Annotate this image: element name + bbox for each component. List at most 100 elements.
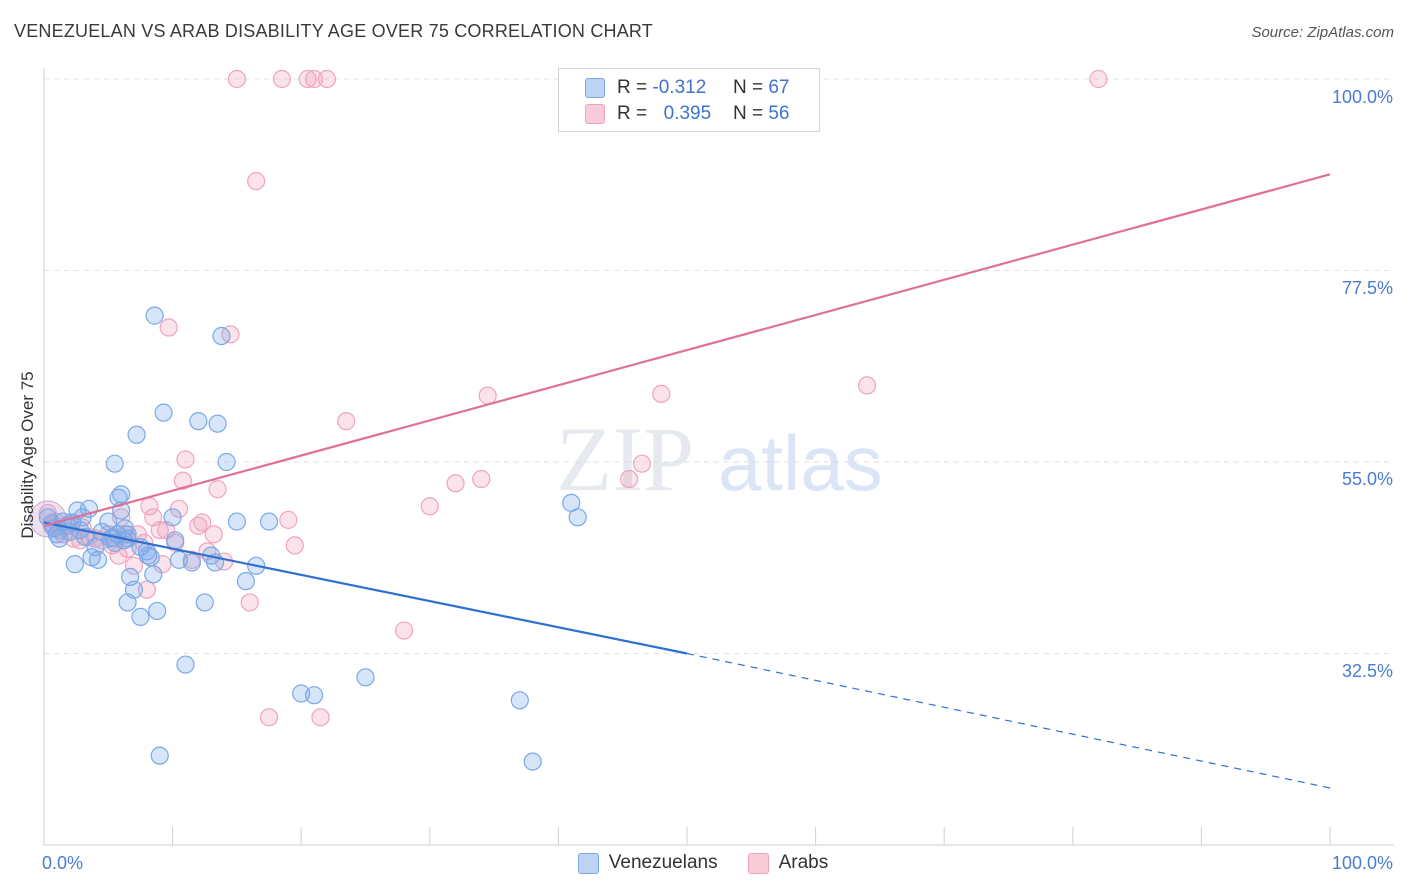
r-value: -0.312 bbox=[652, 77, 707, 98]
arab-point bbox=[279, 510, 298, 529]
venezuelan-point bbox=[166, 531, 185, 550]
arab-point bbox=[259, 708, 279, 727]
arabs-trend-line bbox=[43, 173, 1331, 527]
watermark-zip: ZIP bbox=[556, 408, 694, 510]
venezuelan-point bbox=[356, 668, 375, 687]
venezuelan-point bbox=[148, 601, 167, 621]
venezuelans-trend-line bbox=[43, 521, 688, 655]
venezuelan-point bbox=[145, 306, 164, 325]
venezuelan-point bbox=[523, 752, 542, 771]
venezuelan-point bbox=[212, 326, 231, 346]
arabs-swatch bbox=[585, 104, 605, 124]
n-value: 56 bbox=[768, 103, 790, 124]
y-tick-label: 77.5% bbox=[1341, 278, 1393, 298]
y-axis-label: Disability Age Over 75 bbox=[18, 371, 37, 539]
arab-point bbox=[337, 412, 356, 431]
arab-point bbox=[446, 474, 465, 493]
arab-point bbox=[247, 172, 266, 191]
arab-point bbox=[304, 69, 324, 89]
venezuelans-points bbox=[38, 306, 587, 771]
arab-point bbox=[285, 536, 304, 555]
arab-point bbox=[173, 471, 192, 490]
venezuelan-point bbox=[150, 746, 169, 765]
venezuelan-point bbox=[195, 593, 214, 612]
legend-row-venezuelans: R = -0.312 N = 67 bbox=[585, 76, 789, 100]
venezuelan-point bbox=[105, 454, 124, 473]
r-label: R = bbox=[617, 77, 648, 98]
venezuelan-point bbox=[304, 686, 324, 705]
venezuelans-swatch bbox=[585, 78, 605, 98]
arab-point bbox=[298, 69, 317, 89]
arab-point bbox=[632, 454, 652, 473]
arab-point bbox=[124, 556, 144, 575]
venezuelan-point bbox=[121, 567, 140, 587]
arab-point bbox=[153, 555, 172, 574]
axes bbox=[43, 68, 1394, 846]
arab-point bbox=[193, 513, 212, 532]
venezuelan-point bbox=[139, 546, 158, 565]
venezuelan-point bbox=[154, 403, 173, 422]
venezuelan-point bbox=[510, 691, 529, 710]
y-tick-label: 55.0% bbox=[1341, 469, 1393, 489]
source-label: Source: ZipAtlas.com bbox=[1251, 24, 1394, 41]
venezuelan-point bbox=[131, 607, 150, 627]
y-tick-label: 100.0% bbox=[1331, 87, 1393, 107]
r-label: R = bbox=[617, 103, 648, 124]
arab-point bbox=[137, 580, 156, 599]
venezuelan-point bbox=[127, 425, 146, 444]
n-label: N = bbox=[732, 103, 764, 124]
venezuelan-point bbox=[182, 553, 201, 572]
arab-point bbox=[652, 384, 671, 404]
venezuelan-point bbox=[112, 485, 131, 504]
chart-title: VENEZUELAN VS ARAB DISABILITY AGE OVER 7… bbox=[14, 21, 653, 41]
arabs-legend-label: Arabs bbox=[778, 852, 829, 873]
n-value: 67 bbox=[768, 77, 790, 98]
arab-point bbox=[272, 69, 292, 89]
venezuelan-point bbox=[568, 508, 587, 527]
watermark: ZIP atlas bbox=[556, 408, 883, 510]
venezuelan-point bbox=[144, 565, 163, 584]
venezuelan-point bbox=[65, 555, 84, 574]
arab-point bbox=[208, 480, 227, 499]
arab-point bbox=[311, 708, 330, 727]
arab-point bbox=[420, 497, 439, 516]
arab-point bbox=[317, 69, 337, 89]
venezuelan-point bbox=[227, 512, 246, 531]
venezuelan-point bbox=[236, 572, 256, 591]
arab-point bbox=[221, 325, 240, 344]
bottom-legend: Venezuelans Arabs bbox=[0, 852, 1406, 874]
venezuelans-legend-swatch bbox=[577, 852, 599, 874]
arab-point bbox=[1089, 69, 1108, 89]
arabs-points bbox=[29, 69, 1108, 727]
arab-point bbox=[159, 318, 178, 337]
y-tick-label: 32.5% bbox=[1341, 661, 1393, 681]
arab-point bbox=[227, 69, 246, 89]
arab-point bbox=[150, 520, 169, 540]
r-value: 0.395 bbox=[663, 103, 712, 124]
legend-row-arabs: R = 0.395 N = 56 bbox=[585, 102, 789, 126]
arab-point bbox=[204, 525, 223, 544]
arab-point bbox=[176, 450, 195, 469]
arab-point bbox=[620, 469, 639, 489]
x-tick-label-min: 0.0% bbox=[42, 853, 84, 873]
stats-legend: R = -0.312 N = 67 R = 0.395 N = 56 bbox=[558, 68, 820, 132]
grid-lines bbox=[44, 78, 1394, 654]
venezuelan-point bbox=[189, 412, 208, 431]
legend-item-venezuelans: Venezuelans bbox=[577, 852, 718, 874]
venezuelans-trend-extension bbox=[686, 652, 1331, 789]
trend-lines bbox=[43, 173, 1331, 789]
venezuelans-legend-label: Venezuelans bbox=[608, 852, 718, 873]
venezuelan-point bbox=[176, 655, 195, 674]
n-label: N = bbox=[732, 77, 764, 98]
arab-point bbox=[857, 376, 877, 395]
arab-point bbox=[394, 621, 414, 640]
arab-point bbox=[472, 469, 491, 489]
arab-point bbox=[240, 593, 259, 612]
venezuelan-point bbox=[259, 512, 279, 531]
x-tick-label-max: 100.0% bbox=[1331, 853, 1393, 873]
arab-point bbox=[478, 386, 497, 405]
venezuelan-point bbox=[163, 508, 182, 527]
arabs-legend-swatch bbox=[747, 852, 769, 874]
venezuelan-point bbox=[88, 550, 108, 569]
